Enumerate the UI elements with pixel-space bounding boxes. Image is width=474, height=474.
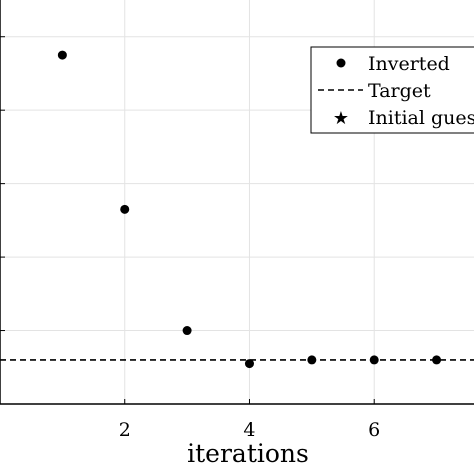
x-tick-label: 2 <box>119 419 131 441</box>
legend-inverted-marker <box>336 58 346 68</box>
x-axis-title: iterations <box>187 439 309 468</box>
inverted-point <box>120 204 130 214</box>
axis-ticks <box>0 36 375 404</box>
legend-target-label: Target <box>368 80 431 102</box>
inverted-point <box>57 50 67 60</box>
x-tick-labels: 2 4 6 <box>119 419 381 441</box>
inverted-point <box>369 355 379 365</box>
inverted-point <box>432 355 442 365</box>
legend-initial-label: Initial gues <box>368 107 474 129</box>
inverted-series <box>57 50 442 369</box>
legend-initial-marker: ★ <box>333 108 349 129</box>
x-tick-label: 4 <box>243 419 255 441</box>
inverted-point <box>307 355 317 365</box>
inverted-point <box>182 326 192 336</box>
legend: Inverted Target ★ Initial gues <box>310 46 474 134</box>
inverted-point <box>244 359 254 369</box>
x-tick-label: 6 <box>368 419 380 441</box>
legend-inverted-label: Inverted <box>368 53 450 75</box>
